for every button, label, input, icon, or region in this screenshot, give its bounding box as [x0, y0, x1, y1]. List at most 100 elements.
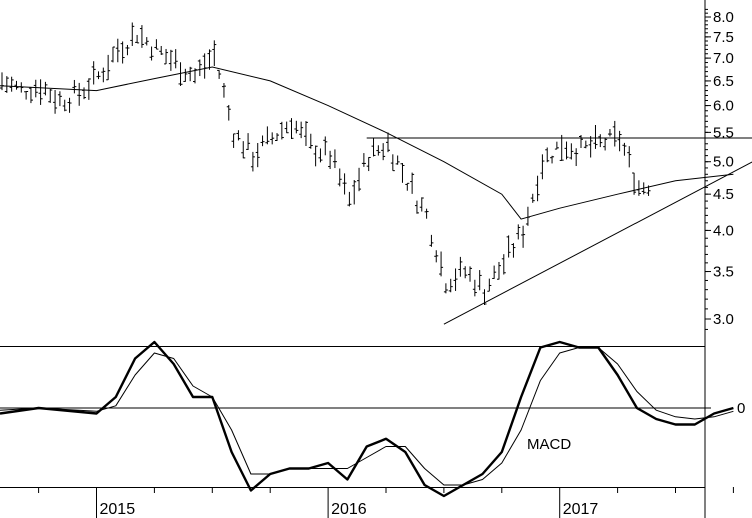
- price-axis: 8.0 7.5 7.0 6.5 6.0 5.5 5.0 4.5 4.0 3.5 3.0: [704, 0, 734, 518]
- ohlc-bar: [487, 278, 492, 292]
- ohlc-bar: [270, 132, 275, 145]
- price-tick-label: 3.5: [713, 264, 734, 281]
- ohlc-bar: [439, 251, 444, 277]
- ohlc-bar: [424, 208, 429, 219]
- ohlc-bar: [492, 265, 497, 279]
- ohlc-bar: [603, 138, 608, 151]
- ohlc-bar: [265, 126, 270, 145]
- ohlc-bar: [28, 87, 33, 104]
- ohlc-bar: [328, 150, 333, 170]
- ohlc-bar: [188, 66, 193, 82]
- signal-line: [0, 347, 734, 486]
- ohlc-bar: [588, 136, 593, 158]
- ohlc-bar: [477, 270, 482, 291]
- time-axis: 2015 2016 2017: [0, 487, 734, 518]
- ohlc-bar: [511, 243, 516, 258]
- ohlc-bar: [106, 54, 111, 81]
- ohlc-bar: [414, 200, 419, 214]
- ohlc-bar: [429, 234, 434, 247]
- ohlc-bar: [57, 91, 62, 107]
- ohlc-bar: [419, 197, 424, 212]
- ohlc-bar: [139, 25, 144, 48]
- ohlc-bar: [342, 173, 347, 195]
- price-tick-label: 5.0: [713, 154, 734, 171]
- ohlc-bar: [217, 69, 222, 79]
- ohlc-bar: [352, 179, 357, 205]
- ohlc-bar: [366, 156, 371, 172]
- macd-line: [0, 340, 734, 498]
- ohlc-bar: [294, 120, 299, 134]
- ohlc-bar: [496, 261, 501, 280]
- ohlc-bar: [202, 53, 207, 79]
- ohlc-bar: [554, 141, 559, 150]
- ohlc-bar: [598, 134, 603, 148]
- price-tick-label: 4.5: [713, 186, 734, 203]
- ohlc-bar: [0, 72, 4, 91]
- ohlc-bar: [371, 137, 376, 157]
- ohlc-bar: [347, 191, 352, 207]
- ohlc-bar: [607, 129, 612, 137]
- ohlc-bar: [275, 133, 280, 141]
- ohlc-bar: [332, 149, 337, 169]
- ohlc-bar: [593, 124, 598, 149]
- ohlc-bar: [101, 67, 106, 83]
- ohlc-bar: [318, 148, 323, 163]
- price-tick-label: 6.0: [713, 98, 734, 115]
- year-label: 2017: [563, 501, 599, 518]
- ohlc-bar: [636, 180, 641, 196]
- ohlc-bar: [376, 145, 381, 156]
- ohlc-bar: [159, 45, 164, 55]
- ohlc-bar: [627, 146, 632, 168]
- ohlc-bar: [149, 46, 154, 61]
- price-panel: [0, 22, 752, 347]
- ohlc-bar: [458, 256, 463, 277]
- ohlc-bar: [197, 59, 202, 77]
- ohlc-bar: [395, 155, 400, 165]
- ohlc-bar: [463, 266, 468, 279]
- ohlc-bar: [506, 235, 511, 258]
- macd-tick-label: 0: [737, 400, 745, 417]
- ohlc-bar: [82, 87, 87, 100]
- ohlc-bar: [381, 143, 386, 161]
- ohlc-bar: [48, 88, 53, 103]
- ohlc-bar: [9, 76, 14, 92]
- ohlc-bar: [110, 46, 115, 63]
- ohlc-bar: [173, 49, 178, 69]
- ohlc-bar: [24, 91, 29, 100]
- ohlc-bar: [410, 172, 415, 194]
- ohlc-bar: [19, 82, 24, 93]
- ohlc-bar: [313, 145, 318, 167]
- ohlc-bar: [535, 175, 540, 202]
- ohlc-bar: [612, 120, 617, 147]
- ohlc-bar: [246, 133, 251, 150]
- ohlc-bar: [120, 41, 125, 64]
- ohlc-bar: [559, 134, 564, 161]
- ohlc-bar: [579, 135, 583, 149]
- ohlc-bar: [91, 61, 96, 85]
- ohlc-bar: [516, 224, 521, 240]
- ohlc-bar: [38, 79, 43, 105]
- ohlc-bar: [569, 143, 574, 160]
- ohlc-bar: [632, 172, 637, 195]
- ohlc-bar: [250, 151, 255, 172]
- ohlc-bar: [308, 133, 313, 149]
- ohlc-bar: [400, 163, 405, 183]
- price-tick-label: 7.0: [713, 50, 734, 67]
- ohlc-bar: [501, 254, 506, 275]
- ohlc-bar: [323, 136, 328, 156]
- ohlc-bar: [33, 79, 38, 98]
- ohlc-bar: [255, 142, 260, 168]
- ohlc-bar: [564, 141, 569, 160]
- ohlc-bar: [164, 48, 169, 65]
- support-line: [443, 161, 752, 325]
- ohlc-bar: [154, 39, 159, 50]
- ohlc-bar: [390, 154, 395, 172]
- ohlc-bar: [289, 118, 294, 139]
- price-tick-label: 7.5: [713, 29, 734, 46]
- ohlc-bars: [0, 22, 651, 306]
- price-tick-label: 5.5: [713, 124, 734, 141]
- ohlc-bar: [236, 130, 241, 141]
- macd-panel: 0 MACD: [0, 340, 745, 498]
- ohlc-bar: [583, 140, 588, 149]
